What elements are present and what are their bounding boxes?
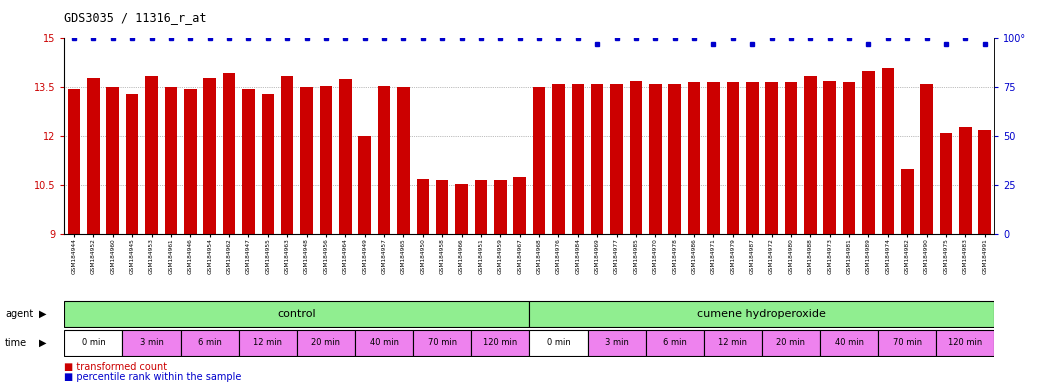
Bar	[67, 89, 80, 384]
Text: 12 min: 12 min	[718, 338, 747, 347]
Text: ■ transformed count: ■ transformed count	[64, 361, 167, 372]
Bar	[262, 94, 274, 384]
Bar	[339, 79, 352, 384]
Bar	[939, 133, 952, 384]
Text: 40 min: 40 min	[370, 338, 399, 347]
Bar	[145, 76, 158, 384]
Bar	[355, 330, 413, 356]
Bar	[165, 88, 177, 384]
Bar	[398, 88, 410, 384]
Bar	[921, 84, 933, 384]
Bar	[378, 86, 390, 384]
Bar	[239, 330, 297, 356]
Bar	[474, 180, 487, 384]
Text: 20 min: 20 min	[776, 338, 805, 347]
Bar	[242, 89, 254, 384]
Bar	[785, 83, 797, 384]
Bar	[471, 330, 529, 356]
Bar	[843, 83, 855, 384]
Text: 40 min: 40 min	[835, 338, 864, 347]
Text: control: control	[277, 309, 317, 319]
Text: 3 min: 3 min	[604, 338, 629, 347]
Bar	[529, 301, 994, 327]
Bar	[223, 73, 236, 384]
Bar	[514, 177, 526, 384]
Bar	[591, 84, 603, 384]
Bar	[181, 330, 239, 356]
Bar	[300, 88, 312, 384]
Bar	[122, 330, 181, 356]
Bar	[64, 330, 122, 356]
Bar	[572, 84, 584, 384]
Bar	[552, 84, 565, 384]
Text: 6 min: 6 min	[197, 338, 222, 347]
Bar	[823, 81, 836, 384]
Bar	[588, 330, 646, 356]
Text: ▶: ▶	[39, 309, 47, 319]
Bar	[804, 76, 817, 384]
Bar	[746, 83, 759, 384]
Text: 3 min: 3 min	[139, 338, 164, 347]
Bar	[297, 330, 355, 356]
Bar	[203, 78, 216, 384]
Bar	[959, 127, 972, 384]
Text: 12 min: 12 min	[253, 338, 282, 347]
Bar	[456, 184, 468, 384]
Bar	[529, 330, 588, 356]
Text: 120 min: 120 min	[484, 338, 517, 347]
Bar	[881, 68, 894, 384]
Text: 6 min: 6 min	[662, 338, 687, 347]
Text: time: time	[5, 338, 27, 348]
Bar	[413, 330, 471, 356]
Bar	[901, 169, 913, 384]
Text: 0 min: 0 min	[547, 338, 570, 347]
Bar	[87, 78, 100, 384]
Bar	[727, 83, 739, 384]
Bar	[184, 89, 196, 384]
Bar	[979, 130, 991, 384]
Bar	[762, 330, 820, 356]
Text: 120 min: 120 min	[949, 338, 982, 347]
Bar	[107, 88, 119, 384]
Bar	[630, 81, 643, 384]
Bar	[668, 84, 681, 384]
Bar	[936, 330, 994, 356]
Bar	[863, 71, 875, 384]
Bar	[532, 88, 545, 384]
Bar	[64, 301, 529, 327]
Bar	[820, 330, 878, 356]
Bar	[878, 330, 936, 356]
Text: 70 min: 70 min	[428, 338, 457, 347]
Bar	[704, 330, 762, 356]
Bar	[281, 76, 294, 384]
Bar	[358, 136, 371, 384]
Bar	[494, 180, 507, 384]
Text: agent: agent	[5, 309, 33, 319]
Text: GDS3035 / 11316_r_at: GDS3035 / 11316_r_at	[64, 12, 207, 25]
Text: 20 min: 20 min	[311, 338, 340, 347]
Bar	[126, 94, 138, 384]
Text: 0 min: 0 min	[82, 338, 105, 347]
Bar	[707, 83, 719, 384]
Bar	[436, 180, 448, 384]
Text: cumene hydroperoxide: cumene hydroperoxide	[698, 309, 826, 319]
Bar	[610, 84, 623, 384]
Bar	[688, 83, 701, 384]
Bar	[416, 179, 429, 384]
Bar	[765, 83, 777, 384]
Bar	[320, 86, 332, 384]
Bar	[646, 330, 704, 356]
Text: ■ percentile rank within the sample: ■ percentile rank within the sample	[64, 372, 242, 382]
Text: ▶: ▶	[39, 338, 47, 348]
Bar	[649, 84, 661, 384]
Text: 70 min: 70 min	[893, 338, 922, 347]
